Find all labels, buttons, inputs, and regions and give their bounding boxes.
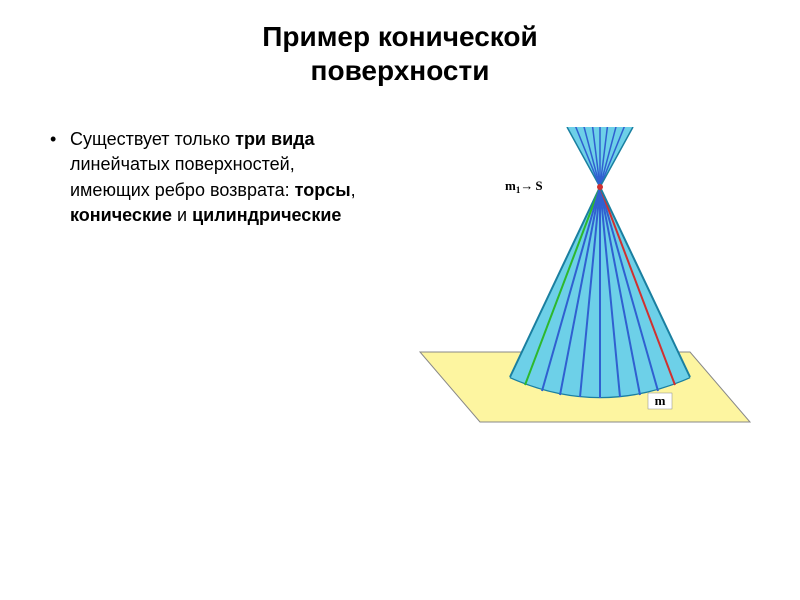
bold-fragment: конические xyxy=(70,205,172,225)
bullet-list: Существует только три вида линейчатых по… xyxy=(50,127,370,228)
apex-point xyxy=(597,184,603,190)
bold-fragment: цилиндрические xyxy=(192,205,341,225)
label-m-text: m xyxy=(655,393,666,408)
cone-diagram: m m1→S xyxy=(370,127,770,447)
bold-fragment: три вида xyxy=(235,129,314,149)
text-fragment: линейчатых поверхностей, имеющих ребро в… xyxy=(70,154,295,199)
text-fragment: , xyxy=(351,180,356,200)
title-line-1: Пример конической xyxy=(262,21,537,52)
text-fragment: и xyxy=(172,205,192,225)
title-line-2: поверхности xyxy=(311,55,490,86)
bullet-item: Существует только три вида линейчатых по… xyxy=(50,127,370,228)
bold-fragment: торсы xyxy=(295,180,351,200)
text-fragment: Существует только xyxy=(70,129,235,149)
diagram-svg: m m1→S xyxy=(370,127,770,447)
text-column: Существует только три вида линейчатых по… xyxy=(30,127,370,447)
upper-cone xyxy=(567,127,633,187)
content-area: Существует только три вида линейчатых по… xyxy=(0,127,800,447)
slide-title: Пример конической поверхности xyxy=(0,0,800,87)
lower-cone xyxy=(510,187,690,398)
label-m1-S: m1→S xyxy=(505,178,543,195)
